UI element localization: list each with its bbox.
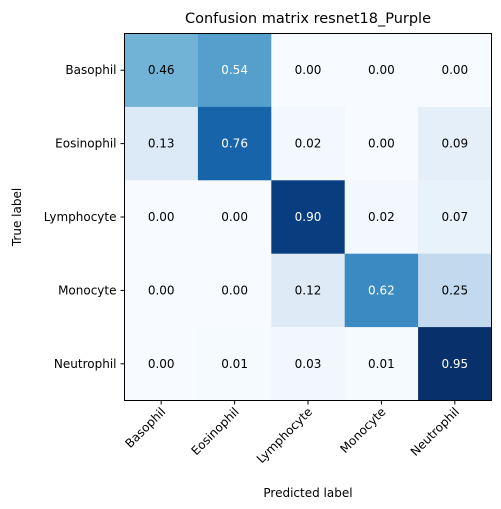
- x-tick-label: Monocyte: [337, 405, 388, 456]
- cell-value-label: 0.62: [368, 283, 395, 297]
- cell-value-label: 0.00: [148, 357, 175, 371]
- heatmap-cell: [344, 253, 419, 328]
- heatmap-cell: [271, 253, 346, 328]
- heatmap-cell: [271, 327, 346, 401]
- heatmap-cell: [344, 106, 419, 181]
- chart-title: Confusion matrix resnet18_Purple: [185, 11, 431, 27]
- heatmap-cell: [124, 180, 199, 255]
- cell-value-labels: 0.46 0.54 0.00 0.00 0.00 0.13 0.76 0.02 0.00 0.09…: [148, 63, 468, 371]
- x-tick-label: Basophil: [122, 405, 168, 451]
- cell-value-label: 0.00: [441, 63, 468, 77]
- heatmap-cell: [124, 33, 199, 108]
- cell-value-label: 0.00: [368, 63, 395, 77]
- y-tick-labels: Basophil Eosinophil Lymphocyte Monocyte Neut…: [44, 63, 117, 371]
- cell-value-label: 0.54: [221, 63, 248, 77]
- heatmap-cell: [271, 33, 346, 108]
- cell-value-label: 0.25: [441, 283, 468, 297]
- cell-value-label: 0.02: [368, 210, 395, 224]
- y-axis-label: True label: [10, 188, 24, 247]
- cell-value-label: 0.13: [148, 137, 175, 151]
- x-tick-label: Eosinophil: [188, 405, 241, 458]
- cell-value-label: 0.07: [441, 210, 468, 224]
- cell-value-label: 0.03: [295, 357, 322, 371]
- heatmap-cell: [271, 106, 346, 181]
- cell-value-label: 0.76: [221, 137, 248, 151]
- cell-value-label: 0.09: [441, 137, 468, 151]
- cell-value-label: 0.00: [221, 210, 248, 224]
- heatmap-cell: [197, 327, 272, 401]
- x-tick-label: Neutrophil: [408, 405, 462, 459]
- cell-value-label: 0.46: [148, 63, 175, 77]
- heatmap-cell: [344, 180, 419, 255]
- heatmap-cell: [344, 33, 419, 108]
- heatmap-cell: [418, 106, 492, 181]
- cell-value-label: 0.12: [295, 283, 322, 297]
- heatmap-cell: [418, 33, 492, 108]
- y-tick-label: Eosinophil: [55, 137, 116, 151]
- cell-value-label: 0.00: [221, 283, 248, 297]
- heatmap-cell: [124, 253, 199, 328]
- cell-value-label: 0.00: [368, 137, 395, 151]
- cell-value-label: 0.00: [295, 63, 322, 77]
- heatmap-cell: [418, 180, 492, 255]
- heatmap-cell: [124, 327, 199, 401]
- axis-ticks: [120, 69, 456, 405]
- heatmap-cell: [197, 106, 272, 181]
- cell-value-label: 0.02: [295, 137, 322, 151]
- heatmap-cell: [197, 33, 272, 108]
- heatmap-cell: [124, 106, 199, 181]
- cell-value-label: 0.01: [221, 357, 248, 371]
- cell-value-label: 0.01: [368, 357, 395, 371]
- cell-value-label: 0.00: [148, 210, 175, 224]
- cell-value-label: 0.90: [295, 210, 322, 224]
- y-tick-label: Neutrophil: [54, 357, 117, 371]
- y-tick-label: Lymphocyte: [44, 210, 117, 224]
- cell-value-label: 0.00: [148, 283, 175, 297]
- cell-value-label: 0.95: [441, 357, 468, 371]
- x-tick-labels: Basophil Eosinophil Lymphocyte Monocyte Neut…: [122, 405, 462, 466]
- heatmap-cells: [124, 33, 492, 401]
- heatmap-cell: [418, 327, 492, 401]
- heatmap-cell: [197, 253, 272, 328]
- heatmap-cell: [344, 327, 419, 401]
- x-axis-label: Predicted label: [263, 486, 352, 500]
- heatmap-cell: [271, 180, 346, 255]
- heatmap-cell: [197, 180, 272, 255]
- heatmap-cell: [418, 253, 492, 328]
- y-tick-label: Basophil: [65, 63, 116, 77]
- y-tick-label: Monocyte: [58, 283, 116, 297]
- x-tick-label: Lymphocyte: [254, 405, 315, 466]
